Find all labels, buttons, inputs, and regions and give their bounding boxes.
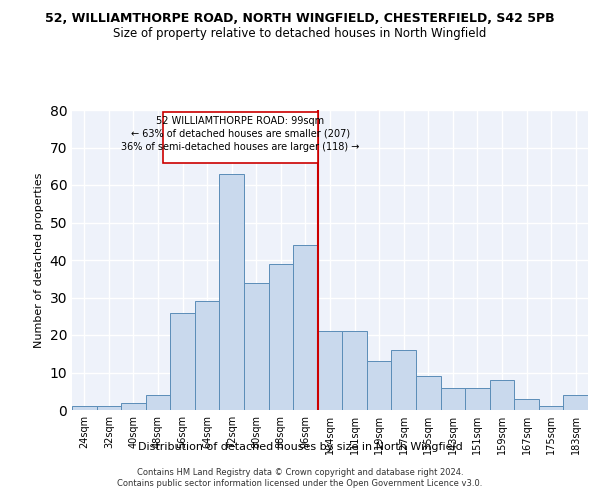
Bar <box>416 376 440 410</box>
Bar <box>146 395 170 410</box>
FancyBboxPatch shape <box>163 112 318 162</box>
Bar <box>440 388 465 410</box>
Text: 52 WILLIAMTHORPE ROAD: 99sqm: 52 WILLIAMTHORPE ROAD: 99sqm <box>156 116 325 126</box>
Text: 36% of semi-detached houses are larger (118) →: 36% of semi-detached houses are larger (… <box>121 142 359 152</box>
Bar <box>72 406 97 410</box>
Bar <box>97 406 121 410</box>
Bar <box>220 174 244 410</box>
Text: Size of property relative to detached houses in North Wingfield: Size of property relative to detached ho… <box>113 28 487 40</box>
Bar <box>342 331 367 410</box>
Bar <box>465 388 490 410</box>
Bar <box>121 402 146 410</box>
Bar <box>490 380 514 410</box>
Bar <box>539 406 563 410</box>
Bar <box>244 282 269 410</box>
Bar <box>367 361 391 410</box>
Bar <box>391 350 416 410</box>
Bar <box>293 245 318 410</box>
Bar <box>563 395 588 410</box>
Y-axis label: Number of detached properties: Number of detached properties <box>34 172 44 348</box>
Text: Distribution of detached houses by size in North Wingfield: Distribution of detached houses by size … <box>137 442 463 452</box>
Bar <box>269 264 293 410</box>
Text: Contains HM Land Registry data © Crown copyright and database right 2024.
Contai: Contains HM Land Registry data © Crown c… <box>118 468 482 487</box>
Bar <box>195 301 220 410</box>
Bar <box>514 399 539 410</box>
Text: 52, WILLIAMTHORPE ROAD, NORTH WINGFIELD, CHESTERFIELD, S42 5PB: 52, WILLIAMTHORPE ROAD, NORTH WINGFIELD,… <box>45 12 555 26</box>
Bar <box>170 312 195 410</box>
Text: ← 63% of detached houses are smaller (207): ← 63% of detached houses are smaller (20… <box>131 128 350 138</box>
Bar <box>318 331 342 410</box>
